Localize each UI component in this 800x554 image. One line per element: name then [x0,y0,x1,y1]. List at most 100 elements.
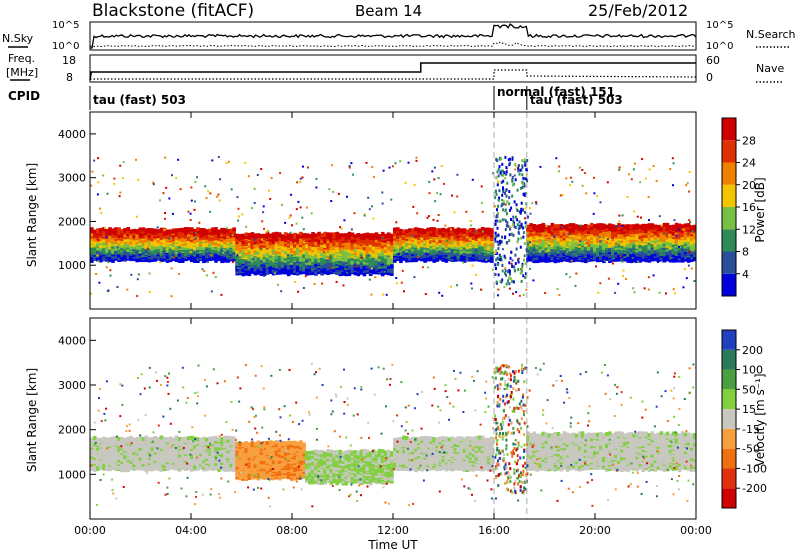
power-cell [290,258,294,263]
power-cell [277,263,282,268]
power-cell [365,244,370,249]
power-cell [232,241,236,246]
power-cell [656,230,661,235]
power-cell [377,245,382,250]
power-cell [538,248,542,253]
power-cell [365,250,370,255]
power-cell [293,240,297,245]
power-cell [259,266,264,271]
power-cell [305,258,309,263]
power-cell [356,233,361,237]
power-cell [174,238,179,243]
power-cell [380,269,385,273]
power-cell [626,231,630,236]
power-cell [571,223,576,228]
power-cell [329,249,333,254]
power-cell [235,238,239,243]
power-cell [444,257,449,262]
power-cell [432,258,436,263]
power-cell [271,238,276,243]
power-cell [565,240,570,245]
power-cell [432,255,436,260]
power-cell [165,229,170,234]
power-cell [93,229,97,234]
power-cell [311,261,315,266]
power-cell [535,247,539,252]
power-cell [299,231,303,236]
power-cell [165,255,170,259]
power-cell [244,235,249,239]
power-cell [435,231,439,236]
power-cell [356,255,361,259]
power-cell [123,238,127,242]
power-cell [268,241,273,246]
power-cell [305,234,309,239]
power-cell [183,247,188,252]
power-cell [323,237,327,241]
power-cell [335,247,339,252]
power-cell [565,242,570,247]
power-cell [353,257,358,262]
power-cell [274,268,279,273]
power-cell [247,246,252,251]
power-cell [396,239,400,244]
power-cell [223,251,227,256]
power-cell [117,256,121,261]
power-cell [341,264,346,269]
power-cell [365,268,370,273]
power-cell [153,236,158,241]
power-cell [541,235,546,240]
power-cell [350,260,355,265]
power-cell [171,257,176,261]
power-cell [480,235,485,240]
power-cell [211,227,215,232]
power-cell [202,259,206,264]
power-cell [202,246,206,250]
power-cell [474,234,479,239]
power-cell [302,233,306,238]
power-cell [596,244,600,248]
power-cell [526,236,530,241]
power-cell [529,235,533,240]
power-cell [223,247,227,252]
power-cell [253,233,258,238]
power-cell [353,247,358,252]
power-cell [326,245,330,250]
power-cell [247,259,252,264]
power-cell [114,233,118,238]
power-cell [459,253,464,258]
power-cell [190,227,194,232]
power-cell [580,229,585,234]
power-cell [417,256,421,261]
power-cell [162,257,167,262]
power-cell [377,234,382,239]
power-cell [629,249,633,254]
power-cell [490,232,494,237]
power-cell [99,255,103,260]
power-cell [259,254,264,259]
power-cell [365,242,370,247]
power-cell [617,247,621,252]
power-cell [193,245,197,250]
power-cell [274,231,279,236]
power-cell [408,251,412,256]
power-cell [105,229,109,234]
power-cell [365,253,370,258]
power-cell [302,256,306,261]
power-cell [608,247,612,252]
power-cell [632,242,636,247]
power-cell [483,241,488,246]
power-cell [135,258,139,263]
power-cell [171,251,176,256]
power-cell [568,243,573,248]
power-cell [202,228,206,233]
power-cell [256,255,261,260]
power-cell [459,242,464,247]
power-cell [393,258,397,263]
power-cell [641,250,646,255]
nsky-trace [90,23,697,49]
power-cell [144,241,149,246]
power-cell [471,231,476,236]
power-cell [486,236,491,241]
